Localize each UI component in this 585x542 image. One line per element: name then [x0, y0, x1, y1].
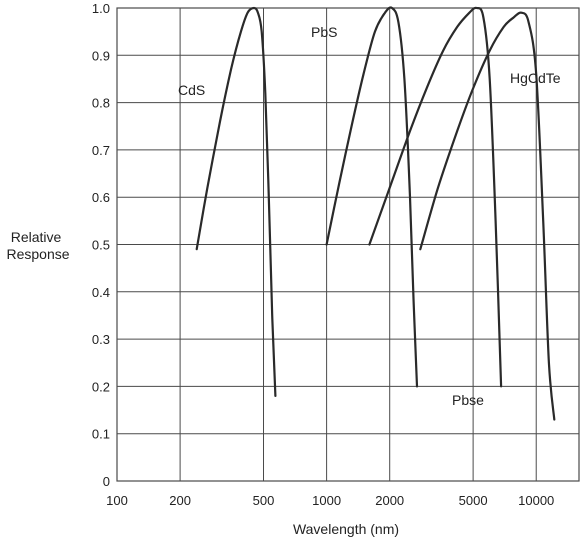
- y-axis-label: Relative Response: [6, 229, 69, 262]
- x-tick-label: 200: [169, 493, 191, 508]
- y-axis-label-line-2: Response: [6, 246, 69, 262]
- y-tick-label: 1.0: [92, 1, 110, 16]
- series-curves: [195, 6, 556, 421]
- x-tick-label: 500: [253, 493, 275, 508]
- x-tick-label: 100: [106, 493, 128, 508]
- series-label-hgcdte: HgCdTe: [510, 70, 561, 86]
- x-tick-labels: 100 200 500 1000 2000 5000 10000: [106, 493, 554, 508]
- curve-hgcdte: [419, 11, 556, 421]
- x-tick-label: 1000: [312, 493, 341, 508]
- y-tick-label: 0.5: [92, 238, 110, 253]
- y-tick-label: 0.4: [92, 285, 110, 300]
- x-tick-label: 10000: [518, 493, 554, 508]
- series-label-cds: CdS: [178, 82, 205, 98]
- x-axis-label: Wavelength (nm): [293, 521, 399, 537]
- y-tick-label: 0.1: [92, 427, 110, 442]
- series-label-pbse: Pbse: [452, 392, 484, 408]
- y-tick-label: 0: [103, 474, 110, 489]
- y-axis-label-line-1: Relative: [11, 229, 62, 245]
- series-label-pbs: PbS: [311, 24, 337, 40]
- y-tick-label: 0.9: [92, 48, 110, 63]
- curve-cds: [195, 6, 277, 397]
- y-tick-label: 0.8: [92, 96, 110, 111]
- plot-frame: [116, 7, 580, 482]
- y-tick-label: 0.6: [92, 190, 110, 205]
- x-tick-label: 2000: [375, 493, 404, 508]
- curve-pbse: [368, 6, 503, 388]
- y-tick-label: 0.2: [92, 379, 110, 394]
- x-tick-label: 5000: [459, 493, 488, 508]
- y-tick-label: 0.7: [92, 143, 110, 158]
- y-tick-labels: 0 0.1 0.2 0.3 0.4 0.5 0.6 0.7 0.8 0.9 1.0: [92, 1, 110, 489]
- y-tick-label: 0.3: [92, 332, 110, 347]
- curve-pbs: [325, 6, 419, 388]
